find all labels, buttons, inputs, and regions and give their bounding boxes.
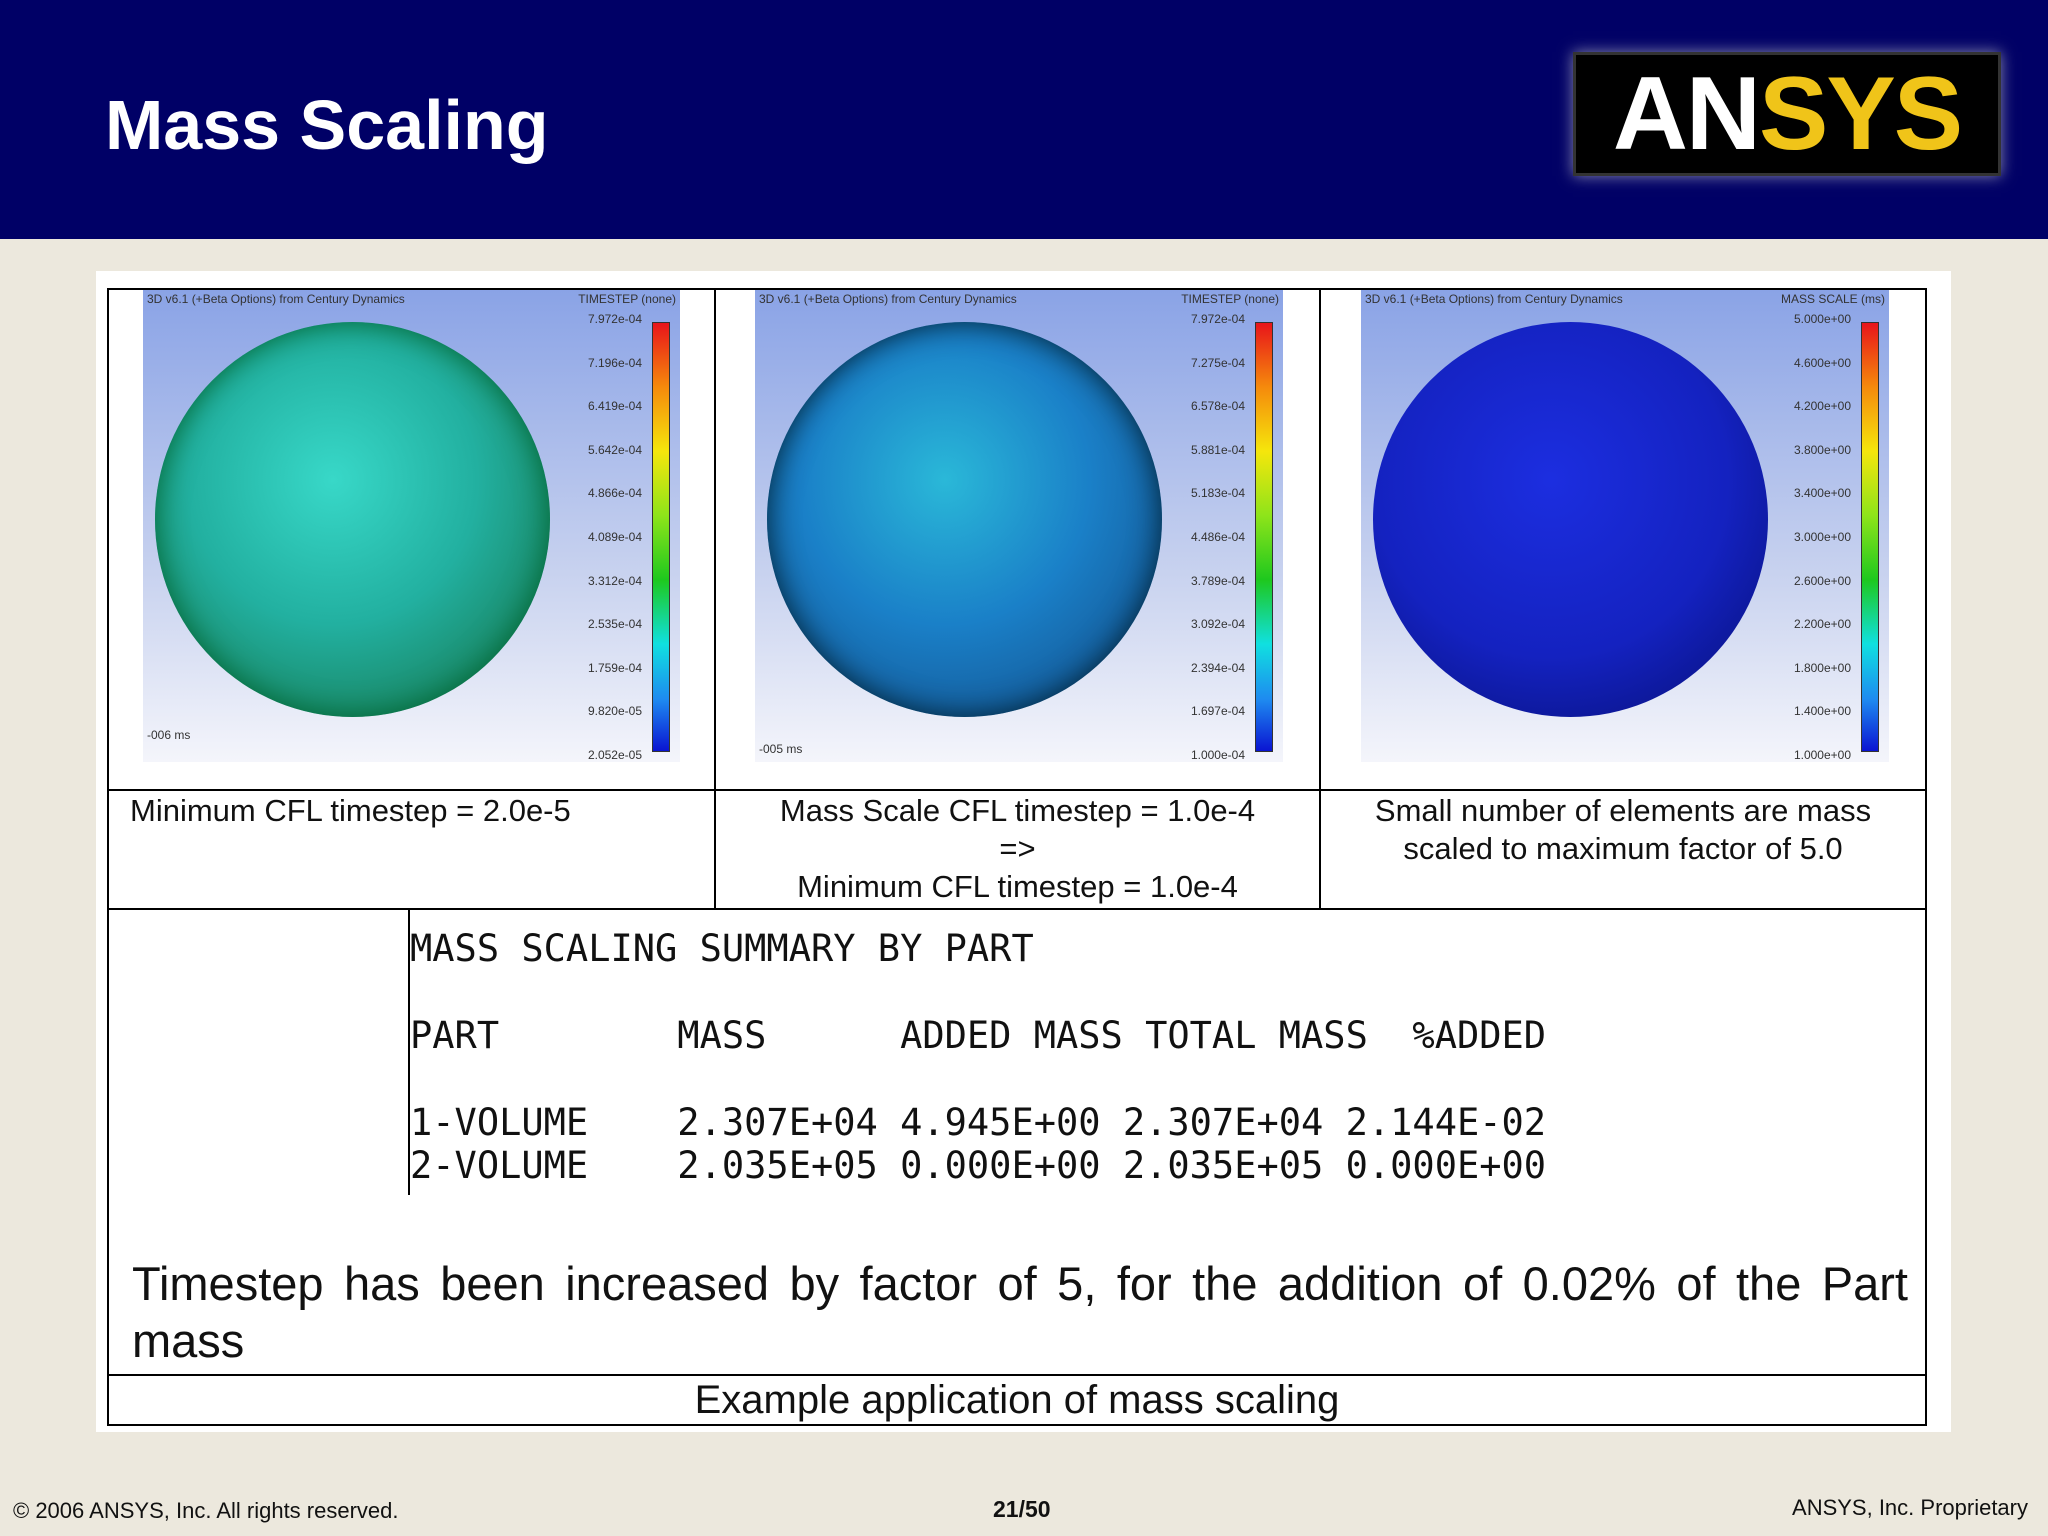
sphere-mesh bbox=[155, 322, 550, 717]
sphere-mesh bbox=[1373, 322, 1768, 717]
time-label: -005 ms bbox=[759, 742, 803, 756]
panel-banner: 3D v6.1 (+Beta Options) from Century Dyn… bbox=[147, 292, 405, 306]
summary-header: PART MASS ADDED MASS TOTAL MASS %ADDED bbox=[410, 1014, 1547, 1057]
color-legend-bar bbox=[652, 322, 670, 752]
legend-ticks: 5.000e+00 4.600e+00 4.200e+00 3.800e+00 3.40… bbox=[1793, 312, 1851, 762]
ansys-logo: AN SYS bbox=[1573, 52, 2001, 176]
legend-title: TIMESTEP (none) bbox=[578, 292, 676, 306]
footer-proprietary: ANSYS, Inc. Proprietary bbox=[1792, 1495, 2028, 1520]
timestep-contour-panel-2: 3D v6.1 (+Beta Options) from Century Dyn… bbox=[755, 290, 1283, 762]
legend-ticks: 7.972e-04 7.275e-04 6.578e-04 5.881e-04 5.18… bbox=[1190, 312, 1245, 762]
legend-title: MASS SCALE (ms) bbox=[1780, 292, 1885, 306]
legend-title: TIMESTEP (none) bbox=[1181, 292, 1279, 306]
summary-row: 1-VOLUME 2.307E+04 4.945E+00 2.307E+04 2… bbox=[410, 1101, 1547, 1144]
slide-title: Mass Scaling bbox=[105, 86, 549, 164]
color-legend-bar bbox=[1861, 322, 1879, 752]
summary-row: 2-VOLUME 2.035E+05 0.000E+00 2.035E+05 0… bbox=[410, 1144, 1547, 1187]
caption-3: Small number of elements are mass scaled … bbox=[1374, 793, 1872, 866]
mass-scale-contour-panel: 3D v6.1 (+Beta Options) from Century Dyn… bbox=[1361, 290, 1889, 762]
footer-copyright: © 2006 ANSYS, Inc. All rights reserved. bbox=[13, 1498, 399, 1523]
summary-title: MASS SCALING SUMMARY BY PART bbox=[410, 927, 1034, 970]
caption-2: Mass Scale CFL timestep = 1.0e-4 => Minimu… bbox=[779, 793, 1256, 904]
slide-header: Mass Scaling AN SYS bbox=[0, 0, 2048, 239]
caption-1: Minimum CFL timestep = 2.0e-5 bbox=[130, 793, 571, 828]
table-caption: Example application of mass scaling bbox=[694, 1378, 1340, 1422]
sphere-mesh bbox=[767, 322, 1162, 717]
color-legend-bar bbox=[1255, 322, 1273, 752]
time-label: -006 ms bbox=[147, 728, 191, 742]
timestep-contour-panel-1: 3D v6.1 (+Beta Options) from Century Dyn… bbox=[143, 290, 680, 762]
panel-banner: 3D v6.1 (+Beta Options) from Century Dyn… bbox=[759, 292, 1017, 306]
conclusion-text: Timestep has been increased by factor of… bbox=[132, 1257, 1908, 1367]
legend-ticks: 7.972e-04 7.196e-04 6.419e-04 5.642e-04 4.86… bbox=[587, 312, 642, 762]
panel-banner: 3D v6.1 (+Beta Options) from Century Dyn… bbox=[1365, 292, 1623, 306]
page-number: 21/50 bbox=[993, 1496, 1051, 1522]
